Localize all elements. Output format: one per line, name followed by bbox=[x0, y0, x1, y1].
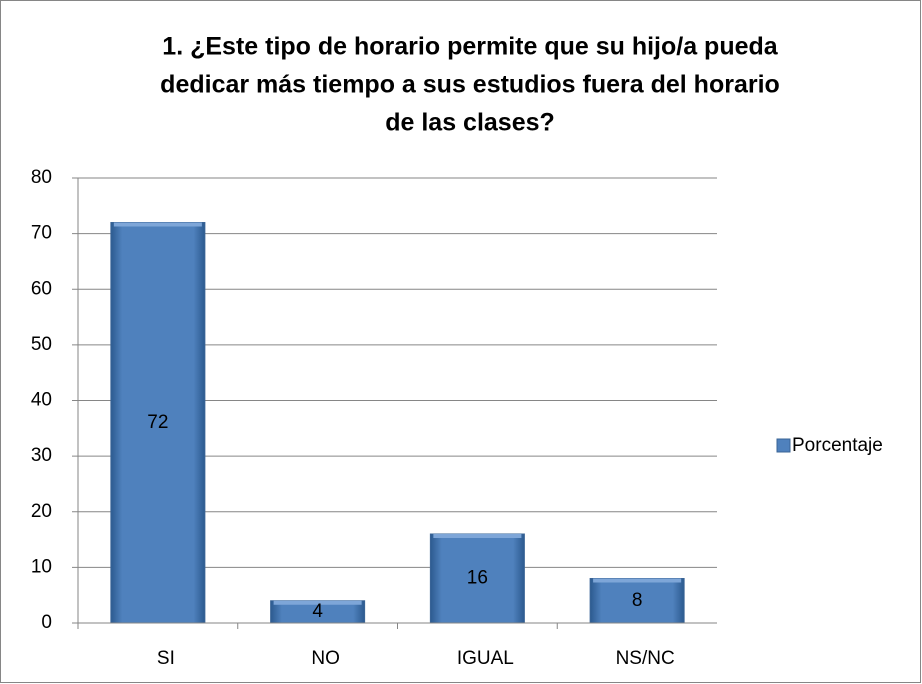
chart-title: 1. ¿Este tipo de horario permite que su … bbox=[162, 33, 778, 61]
data-label: 16 bbox=[467, 568, 488, 589]
bar bbox=[589, 578, 685, 624]
bar-bevel bbox=[593, 578, 682, 583]
x-tick-label: SI bbox=[157, 648, 175, 669]
y-tick-label: 40 bbox=[31, 390, 52, 411]
y-tick-label: 10 bbox=[31, 556, 52, 577]
data-label: 8 bbox=[632, 590, 643, 611]
bar-bevel bbox=[433, 534, 522, 538]
y-tick-label: 20 bbox=[31, 501, 52, 522]
y-tick-label: 0 bbox=[41, 612, 52, 633]
data-label: 4 bbox=[312, 601, 323, 622]
data-label: 72 bbox=[147, 412, 168, 433]
bar-bevel bbox=[113, 222, 202, 227]
y-tick-label: 70 bbox=[31, 223, 52, 244]
y-tick-label: 30 bbox=[31, 445, 52, 466]
bar-bevel bbox=[273, 600, 362, 605]
y-tick-label: 50 bbox=[31, 334, 52, 355]
legend-label: Porcentaje bbox=[792, 435, 883, 456]
y-tick-label: 80 bbox=[31, 167, 52, 188]
x-tick-label: NS/NC bbox=[616, 648, 675, 669]
legend-swatch bbox=[776, 438, 791, 453]
bar bbox=[110, 222, 206, 624]
chart-title: dedicar más tiempo a sus estudios fuera … bbox=[160, 71, 780, 99]
x-tick-label: IGUAL bbox=[457, 648, 514, 669]
x-tick-label: NO bbox=[311, 648, 340, 669]
y-tick-label: 60 bbox=[31, 278, 52, 299]
chart-title: de las clases? bbox=[385, 109, 555, 137]
